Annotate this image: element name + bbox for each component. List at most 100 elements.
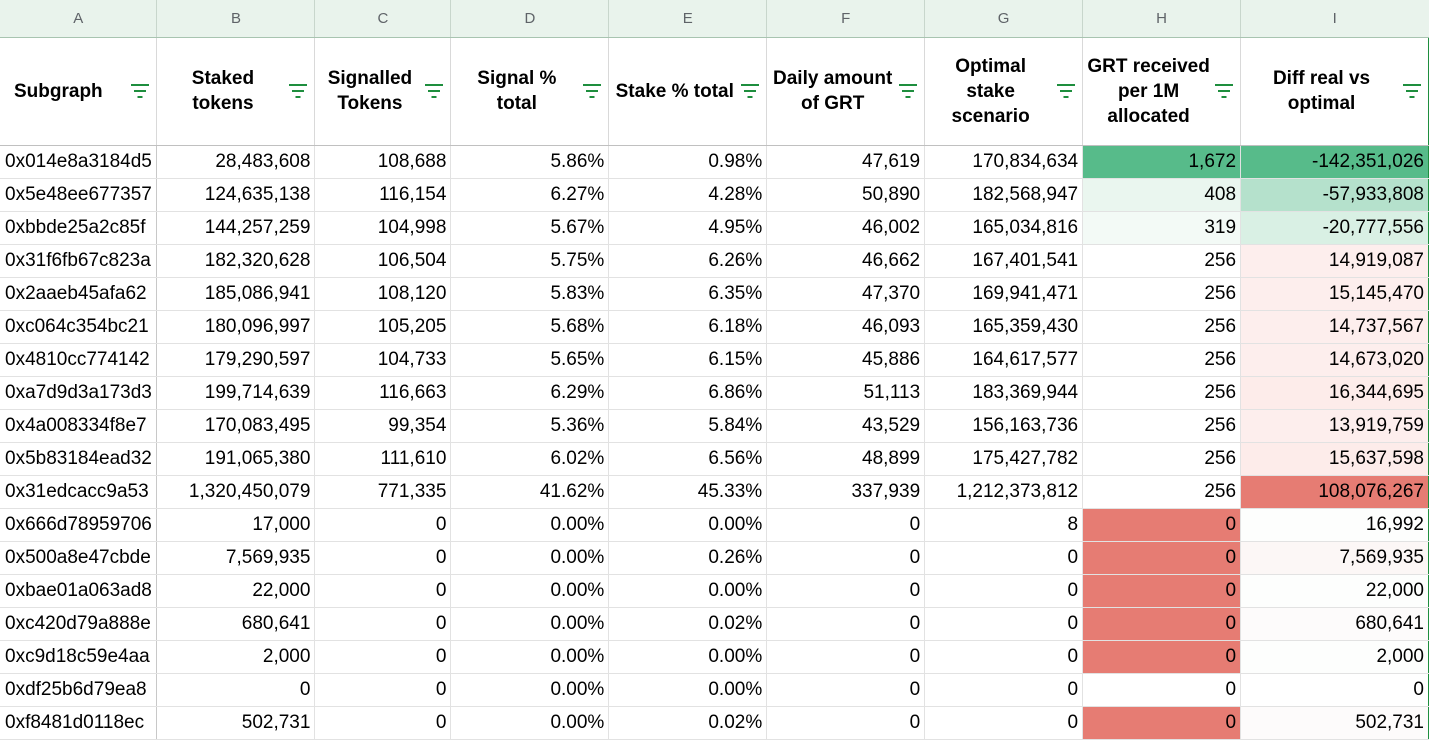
cell-diff-real-optimal[interactable]: 7,569,935 bbox=[1240, 541, 1429, 575]
cell-daily-grt[interactable]: 47,619 bbox=[766, 145, 926, 179]
cell-subgraph[interactable]: 0xc420d79a888e bbox=[0, 607, 158, 641]
filter-icon[interactable] bbox=[740, 82, 760, 100]
cell-stake-percent[interactable]: 4.28% bbox=[608, 178, 768, 212]
cell-grt-per-1m[interactable]: 0 bbox=[1082, 673, 1242, 707]
header-cell-optimal-stake[interactable]: Optimal stake scenario bbox=[924, 37, 1084, 146]
cell-signalled-tokens[interactable]: 0 bbox=[314, 607, 452, 641]
cell-subgraph[interactable]: 0xc064c354bc21 bbox=[0, 310, 158, 344]
cell-daily-grt[interactable]: 0 bbox=[766, 574, 926, 608]
cell-staked-tokens[interactable]: 7,569,935 bbox=[156, 541, 316, 575]
cell-diff-real-optimal[interactable]: 15,145,470 bbox=[1240, 277, 1429, 311]
cell-signalled-tokens[interactable]: 108,120 bbox=[314, 277, 452, 311]
cell-stake-percent[interactable]: 0.00% bbox=[608, 640, 768, 674]
cell-optimal-stake[interactable]: 0 bbox=[924, 706, 1084, 740]
cell-stake-percent[interactable]: 0.02% bbox=[608, 607, 768, 641]
cell-signal-percent[interactable]: 5.68% bbox=[450, 310, 610, 344]
cell-staked-tokens[interactable]: 680,641 bbox=[156, 607, 316, 641]
column-header-e[interactable]: E bbox=[608, 0, 768, 38]
cell-subgraph[interactable]: 0x4810cc774142 bbox=[0, 343, 158, 377]
cell-signal-percent[interactable]: 5.36% bbox=[450, 409, 610, 443]
cell-subgraph[interactable]: 0x2aaeb45afa62 bbox=[0, 277, 158, 311]
cell-optimal-stake[interactable]: 0 bbox=[924, 673, 1084, 707]
cell-stake-percent[interactable]: 4.95% bbox=[608, 211, 768, 245]
cell-subgraph[interactable]: 0x5e48ee677357 bbox=[0, 178, 158, 212]
column-header-f[interactable]: F bbox=[766, 0, 926, 38]
cell-signalled-tokens[interactable]: 99,354 bbox=[314, 409, 452, 443]
cell-stake-percent[interactable]: 0.00% bbox=[608, 508, 768, 542]
cell-signal-percent[interactable]: 6.29% bbox=[450, 376, 610, 410]
filter-icon[interactable] bbox=[288, 82, 308, 100]
cell-signal-percent[interactable]: 5.75% bbox=[450, 244, 610, 278]
cell-signalled-tokens[interactable]: 0 bbox=[314, 640, 452, 674]
cell-diff-real-optimal[interactable]: 502,731 bbox=[1240, 706, 1429, 740]
cell-daily-grt[interactable]: 48,899 bbox=[766, 442, 926, 476]
cell-signal-percent[interactable]: 6.27% bbox=[450, 178, 610, 212]
cell-optimal-stake[interactable]: 0 bbox=[924, 640, 1084, 674]
cell-diff-real-optimal[interactable]: 16,992 bbox=[1240, 508, 1429, 542]
cell-diff-real-optimal[interactable]: -57,933,808 bbox=[1240, 178, 1429, 212]
cell-stake-percent[interactable]: 0.02% bbox=[608, 706, 768, 740]
cell-subgraph[interactable]: 0xdf25b6d79ea8 bbox=[0, 673, 158, 707]
cell-daily-grt[interactable]: 337,939 bbox=[766, 475, 926, 509]
cell-diff-real-optimal[interactable]: 22,000 bbox=[1240, 574, 1429, 608]
cell-daily-grt[interactable]: 43,529 bbox=[766, 409, 926, 443]
column-header-g[interactable]: G bbox=[924, 0, 1084, 38]
cell-grt-per-1m[interactable]: 0 bbox=[1082, 706, 1242, 740]
cell-daily-grt[interactable]: 0 bbox=[766, 607, 926, 641]
cell-signal-percent[interactable]: 5.86% bbox=[450, 145, 610, 179]
cell-optimal-stake[interactable]: 169,941,471 bbox=[924, 277, 1084, 311]
header-cell-stake-percent[interactable]: Stake % total bbox=[608, 37, 768, 146]
cell-stake-percent[interactable]: 0.00% bbox=[608, 574, 768, 608]
cell-staked-tokens[interactable]: 191,065,380 bbox=[156, 442, 316, 476]
cell-stake-percent[interactable]: 0.98% bbox=[608, 145, 768, 179]
cell-diff-real-optimal[interactable]: 14,673,020 bbox=[1240, 343, 1429, 377]
cell-grt-per-1m[interactable]: 256 bbox=[1082, 310, 1242, 344]
cell-grt-per-1m[interactable]: 256 bbox=[1082, 442, 1242, 476]
cell-grt-per-1m[interactable]: 256 bbox=[1082, 376, 1242, 410]
cell-stake-percent[interactable]: 6.56% bbox=[608, 442, 768, 476]
header-cell-signalled-tokens[interactable]: Signalled Tokens bbox=[314, 37, 452, 146]
column-header-c[interactable]: C bbox=[314, 0, 452, 38]
cell-subgraph[interactable]: 0x5b83184ead32 bbox=[0, 442, 158, 476]
cell-signal-percent[interactable]: 0.00% bbox=[450, 508, 610, 542]
filter-icon[interactable] bbox=[898, 82, 918, 100]
cell-signalled-tokens[interactable]: 771,335 bbox=[314, 475, 452, 509]
cell-daily-grt[interactable]: 0 bbox=[766, 706, 926, 740]
cell-optimal-stake[interactable]: 156,163,736 bbox=[924, 409, 1084, 443]
cell-diff-real-optimal[interactable]: -20,777,556 bbox=[1240, 211, 1429, 245]
cell-signal-percent[interactable]: 0.00% bbox=[450, 673, 610, 707]
cell-subgraph[interactable]: 0x4a008334f8e7 bbox=[0, 409, 158, 443]
cell-diff-real-optimal[interactable]: 680,641 bbox=[1240, 607, 1429, 641]
cell-optimal-stake[interactable]: 170,834,634 bbox=[924, 145, 1084, 179]
cell-signalled-tokens[interactable]: 108,688 bbox=[314, 145, 452, 179]
cell-diff-real-optimal[interactable]: 14,919,087 bbox=[1240, 244, 1429, 278]
cell-optimal-stake[interactable]: 8 bbox=[924, 508, 1084, 542]
cell-grt-per-1m[interactable]: 408 bbox=[1082, 178, 1242, 212]
cell-optimal-stake[interactable]: 167,401,541 bbox=[924, 244, 1084, 278]
cell-daily-grt[interactable]: 50,890 bbox=[766, 178, 926, 212]
cell-grt-per-1m[interactable]: 256 bbox=[1082, 277, 1242, 311]
cell-staked-tokens[interactable]: 124,635,138 bbox=[156, 178, 316, 212]
cell-staked-tokens[interactable]: 180,096,997 bbox=[156, 310, 316, 344]
cell-signalled-tokens[interactable]: 104,998 bbox=[314, 211, 452, 245]
cell-signal-percent[interactable]: 5.65% bbox=[450, 343, 610, 377]
cell-subgraph[interactable]: 0xa7d9d3a173d3 bbox=[0, 376, 158, 410]
column-header-b[interactable]: B bbox=[156, 0, 316, 38]
cell-signalled-tokens[interactable]: 116,154 bbox=[314, 178, 452, 212]
header-cell-grt-per-1m[interactable]: GRT received per 1M allocated bbox=[1082, 37, 1242, 146]
cell-signal-percent[interactable]: 0.00% bbox=[450, 706, 610, 740]
column-header-h[interactable]: H bbox=[1082, 0, 1242, 38]
cell-optimal-stake[interactable]: 183,369,944 bbox=[924, 376, 1084, 410]
cell-signalled-tokens[interactable]: 0 bbox=[314, 541, 452, 575]
cell-stake-percent[interactable]: 0.26% bbox=[608, 541, 768, 575]
cell-optimal-stake[interactable]: 175,427,782 bbox=[924, 442, 1084, 476]
cell-stake-percent[interactable]: 6.18% bbox=[608, 310, 768, 344]
cell-diff-real-optimal[interactable]: 0 bbox=[1240, 673, 1429, 707]
header-cell-subgraph[interactable]: Subgraph bbox=[0, 37, 158, 146]
cell-subgraph[interactable]: 0xbae01a063ad8 bbox=[0, 574, 158, 608]
cell-subgraph[interactable]: 0xc9d18c59e4aa bbox=[0, 640, 158, 674]
cell-optimal-stake[interactable]: 165,034,816 bbox=[924, 211, 1084, 245]
column-header-d[interactable]: D bbox=[450, 0, 610, 38]
cell-subgraph[interactable]: 0x31edcacc9a53 bbox=[0, 475, 158, 509]
filter-icon[interactable] bbox=[1402, 82, 1422, 100]
